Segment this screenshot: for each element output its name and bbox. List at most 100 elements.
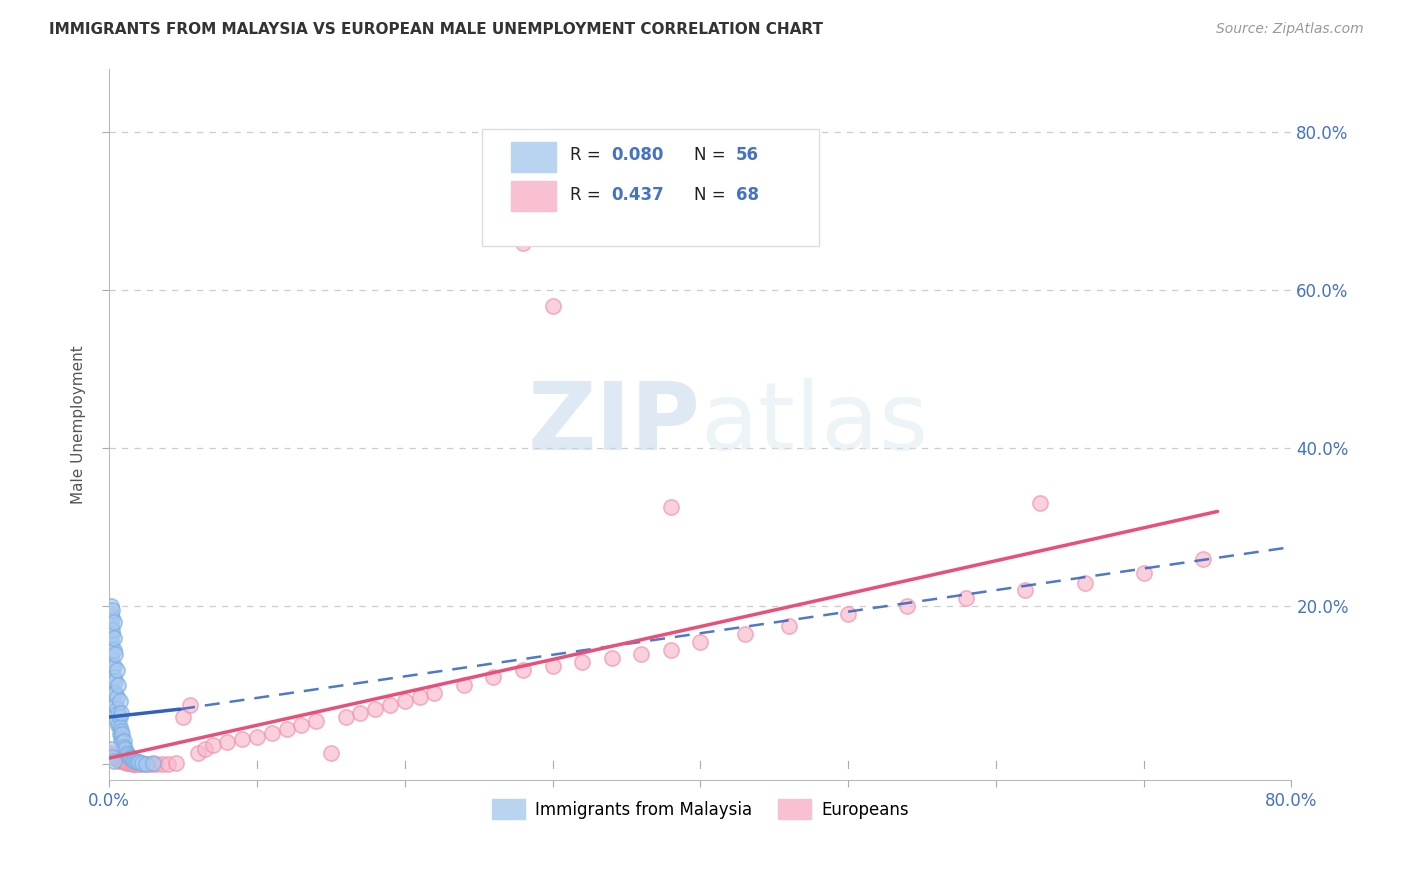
Point: [111, 727, 134, 741]
Point: [103, 671, 125, 685]
Point: [105, 752, 128, 766]
Point: [1132, 566, 1154, 580]
Point: [101, 603, 124, 617]
Point: [108, 710, 131, 724]
Point: [125, 754, 148, 768]
Point: [107, 718, 129, 732]
Point: [111, 754, 134, 768]
Point: [110, 732, 132, 747]
Point: [100, 619, 122, 633]
Point: [105, 714, 128, 728]
Point: [100, 635, 122, 649]
Point: [118, 756, 141, 770]
Point: [101, 749, 124, 764]
Point: [630, 647, 652, 661]
FancyBboxPatch shape: [482, 129, 818, 246]
Text: IMMIGRANTS FROM MALAYSIA VS EUROPEAN MALE UNEMPLOYMENT CORRELATION CHART: IMMIGRANTS FROM MALAYSIA VS EUROPEAN MAL…: [49, 22, 823, 37]
Point: [112, 740, 135, 755]
Point: [512, 663, 534, 677]
Point: [101, 611, 124, 625]
Point: [541, 299, 564, 313]
Point: [103, 686, 125, 700]
Point: [100, 741, 122, 756]
Text: 68: 68: [735, 186, 759, 204]
Point: [512, 235, 534, 250]
Point: [139, 756, 162, 771]
Point: [335, 710, 357, 724]
Text: ZIP: ZIP: [527, 378, 700, 470]
Text: R =: R =: [571, 186, 606, 204]
Point: [131, 756, 153, 771]
Point: [201, 738, 224, 752]
Point: [103, 615, 125, 629]
Point: [115, 756, 138, 770]
Point: [305, 714, 328, 728]
Y-axis label: Male Unemployment: Male Unemployment: [72, 345, 86, 504]
Point: [127, 755, 149, 769]
Point: [778, 619, 800, 633]
Point: [145, 756, 167, 771]
Point: [659, 500, 682, 515]
Point: [1191, 552, 1213, 566]
Point: [276, 722, 298, 736]
Point: [349, 706, 371, 720]
Point: [108, 727, 131, 741]
Text: Source: ZipAtlas.com: Source: ZipAtlas.com: [1216, 22, 1364, 37]
Point: [104, 751, 127, 765]
Point: [118, 749, 141, 764]
Point: [110, 724, 132, 739]
Point: [121, 756, 143, 771]
Point: [157, 756, 180, 771]
Point: [107, 706, 129, 720]
Point: [103, 749, 125, 764]
Point: [100, 650, 122, 665]
Point: [107, 753, 129, 767]
Point: [104, 647, 127, 661]
Point: [394, 694, 416, 708]
Point: [1014, 583, 1036, 598]
Point: [105, 690, 128, 705]
Point: [117, 747, 139, 762]
Point: [108, 694, 131, 708]
Point: [131, 756, 153, 770]
Point: [135, 756, 157, 771]
Text: N =: N =: [695, 186, 731, 204]
Text: 56: 56: [735, 146, 759, 164]
FancyBboxPatch shape: [512, 142, 555, 172]
Text: 0.437: 0.437: [612, 186, 665, 204]
Point: [135, 756, 157, 771]
Point: [117, 756, 139, 770]
Point: [110, 706, 132, 720]
Point: [453, 678, 475, 692]
Point: [217, 735, 239, 749]
Point: [125, 756, 148, 771]
Point: [955, 591, 977, 606]
Point: [128, 755, 150, 769]
Point: [689, 635, 711, 649]
Point: [194, 741, 217, 756]
Point: [112, 733, 135, 747]
Point: [111, 735, 134, 749]
Point: [896, 599, 918, 614]
Point: [1073, 575, 1095, 590]
Point: [105, 663, 128, 677]
Point: [107, 678, 129, 692]
Point: [110, 754, 132, 768]
Point: [115, 746, 138, 760]
Point: [246, 730, 269, 744]
Point: [104, 686, 127, 700]
Point: [101, 623, 124, 637]
Point: [482, 671, 505, 685]
Point: [103, 658, 125, 673]
Point: [104, 698, 127, 713]
Point: [659, 642, 682, 657]
Point: [541, 658, 564, 673]
Text: 0.080: 0.080: [612, 146, 664, 164]
Point: [101, 674, 124, 689]
Point: [231, 732, 253, 747]
Point: [423, 686, 446, 700]
Point: [571, 655, 593, 669]
FancyBboxPatch shape: [512, 181, 555, 211]
Text: N =: N =: [695, 146, 731, 164]
Point: [378, 698, 401, 713]
